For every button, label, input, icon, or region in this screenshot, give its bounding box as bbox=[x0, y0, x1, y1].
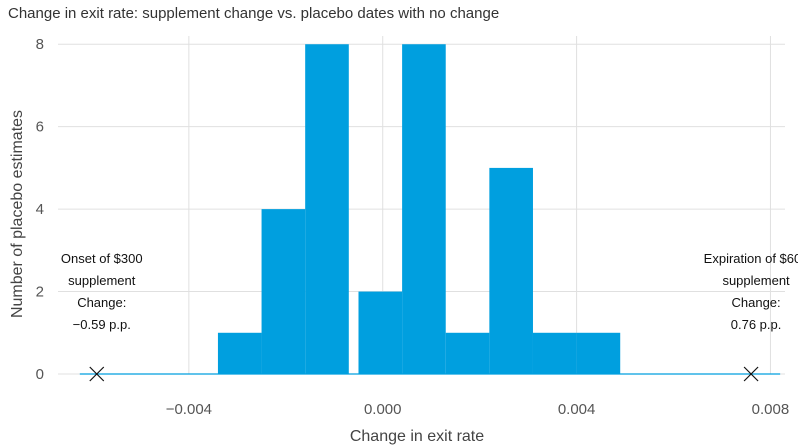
histogram-bar bbox=[217, 332, 262, 374]
y-axis-label: Number of placebo estimates bbox=[9, 110, 26, 318]
marker-annotation-line: Change: bbox=[731, 295, 780, 310]
x-axis-label: Change in exit rate bbox=[350, 428, 484, 445]
histogram-bar bbox=[445, 332, 490, 374]
histogram-bar bbox=[576, 332, 621, 374]
marker-annotation-line: supplement bbox=[68, 273, 136, 288]
y-axis-ticks: 0 2 4 6 8 bbox=[36, 36, 44, 383]
histogram-bar bbox=[358, 291, 403, 374]
x-tick-label: 0.000 bbox=[364, 401, 402, 418]
histogram-bar bbox=[261, 209, 306, 374]
y-tick-label: 0 bbox=[36, 366, 44, 383]
marker-annotation-line: −0.59 p.p. bbox=[73, 317, 131, 332]
y-tick-label: 6 bbox=[36, 119, 44, 136]
marker-annotation-line: supplement bbox=[722, 273, 790, 288]
marker-annotation-line: Expiration of $600 bbox=[704, 251, 798, 266]
chart-title: Change in exit rate: supplement change v… bbox=[8, 5, 499, 22]
supplement-marker: Onset of $300 supplement Change: −0.59 p.p. bbox=[61, 251, 143, 382]
y-tick-label: 8 bbox=[36, 36, 44, 53]
histogram-bars bbox=[217, 44, 621, 375]
x-tick-label: −0.004 bbox=[166, 401, 212, 418]
histogram-bar bbox=[489, 167, 533, 374]
marker-annotation-line: 0.76 p.p. bbox=[731, 317, 782, 332]
x-axis-ticks: −0.004 0.000 0.004 0.008 bbox=[166, 401, 790, 418]
histogram-bar bbox=[402, 44, 446, 375]
x-tick-label: 0.004 bbox=[558, 401, 596, 418]
x-marker-stroke bbox=[743, 366, 759, 382]
histogram-bar bbox=[532, 332, 577, 374]
histogram-bar bbox=[305, 44, 349, 375]
marker-annotation-line: Change: bbox=[77, 295, 126, 310]
y-tick-label: 2 bbox=[36, 284, 44, 301]
supplement-markers: Onset of $300 supplement Change: −0.59 p.p.… bbox=[61, 251, 798, 382]
marker-annotation-line: Onset of $300 bbox=[61, 251, 143, 266]
supplement-marker: Expiration of $600 supplement Change: 0.76 … bbox=[704, 251, 798, 382]
x-tick-label: 0.008 bbox=[752, 401, 790, 418]
x-marker-stroke bbox=[89, 366, 105, 382]
y-tick-label: 4 bbox=[36, 201, 44, 218]
